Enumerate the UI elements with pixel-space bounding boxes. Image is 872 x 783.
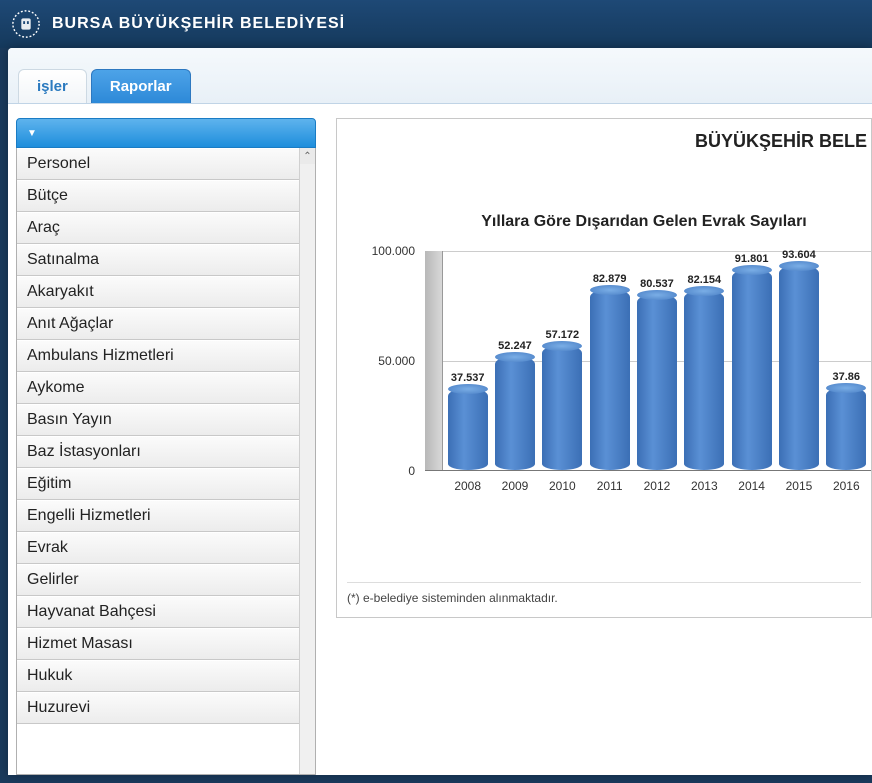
chevron-down-icon: ▼ xyxy=(27,128,37,139)
bar-wrap: 91.801 xyxy=(731,251,772,470)
tab-label: Raporlar xyxy=(110,78,172,95)
app-header: BURSA BÜYÜKŞEHİR BELEDİYESİ xyxy=(0,0,872,48)
chart-plot: 37.537 52.247 57.172 82.879 80.537 82.154 91.8… xyxy=(425,251,871,471)
bars-container: 37.537 52.247 57.172 82.879 80.537 82.154 91.8… xyxy=(443,251,871,470)
chart-bar xyxy=(779,265,819,470)
x-tick-label: 2012 xyxy=(636,475,677,499)
sidebar-item[interactable]: Akaryakıt xyxy=(17,276,299,308)
sidebar-item[interactable]: Baz İstasyonları xyxy=(17,436,299,468)
x-tick-label: 2014 xyxy=(731,475,772,499)
tabs-row: işler Raporlar xyxy=(8,48,872,104)
x-tick-label: 2010 xyxy=(542,475,583,499)
report-panel: BÜYÜKŞEHİR BELE Yıllara Göre Dışarıdan G… xyxy=(336,118,872,618)
bar-value-label: 37.537 xyxy=(451,372,485,384)
x-tick-label: 2008 xyxy=(447,475,488,499)
chart-bar xyxy=(542,345,582,470)
sidebar-item[interactable]: Aykome xyxy=(17,372,299,404)
tab-label: işler xyxy=(37,78,68,95)
tab-isler[interactable]: işler xyxy=(18,69,87,103)
chart-bar xyxy=(495,356,535,470)
sidebar: ▼ PersonelBütçeAraçSatınalmaAkaryakıtAnı… xyxy=(16,118,316,775)
x-tick-label: 2013 xyxy=(684,475,725,499)
chart-bar xyxy=(637,294,677,470)
chart-bar xyxy=(448,388,488,470)
bar-wrap: 52.247 xyxy=(494,251,535,470)
y-tick-label: 50.000 xyxy=(378,354,415,368)
header-title: BURSA BÜYÜKŞEHİR BELEDİYESİ xyxy=(52,15,345,33)
bar-value-label: 91.801 xyxy=(735,253,769,265)
sidebar-item[interactable]: Hayvanat Bahçesi xyxy=(17,596,299,628)
chart-3d-wall xyxy=(425,251,443,470)
sidebar-dropdown-header[interactable]: ▼ xyxy=(16,118,316,148)
sidebar-list-wrap: PersonelBütçeAraçSatınalmaAkaryakıtAnıt … xyxy=(16,148,316,775)
sidebar-item[interactable]: Ambulans Hizmetleri xyxy=(17,340,299,372)
tab-raporlar[interactable]: Raporlar xyxy=(91,69,191,103)
sidebar-item[interactable]: Gelirler xyxy=(17,564,299,596)
sidebar-item[interactable]: Evrak xyxy=(17,532,299,564)
bar-wrap: 82.154 xyxy=(684,251,725,470)
bar-value-label: 80.537 xyxy=(640,278,674,290)
sidebar-item[interactable]: Huzurevi xyxy=(17,692,299,724)
bar-value-label: 57.172 xyxy=(545,329,579,341)
bar-wrap: 82.879 xyxy=(589,251,630,470)
chart-bar xyxy=(590,289,630,471)
scroll-up-arrow-icon[interactable]: ⌃ xyxy=(300,148,315,164)
sidebar-scrollbar[interactable]: ⌃ xyxy=(299,148,315,774)
sidebar-item[interactable]: Araç xyxy=(17,212,299,244)
sidebar-item[interactable]: Anıt Ağaçlar xyxy=(17,308,299,340)
bar-value-label: 37.86 xyxy=(833,371,861,383)
x-axis: 20082009 201020112012 201320142015 2016 xyxy=(443,475,871,499)
content-area: işler Raporlar ▼ PersonelBütçeAraçSatına… xyxy=(8,48,872,775)
chart-bar xyxy=(826,387,866,470)
bar-value-label: 52.247 xyxy=(498,340,532,352)
x-tick-label: 2009 xyxy=(494,475,535,499)
x-tick-label: 2011 xyxy=(589,475,630,499)
sidebar-item[interactable]: Engelli Hizmetleri xyxy=(17,500,299,532)
bar-wrap: 80.537 xyxy=(636,251,677,470)
municipality-logo-icon xyxy=(10,8,42,40)
y-tick-label: 0 xyxy=(408,464,415,478)
x-tick-label: 2015 xyxy=(778,475,819,499)
sidebar-item[interactable]: Hukuk xyxy=(17,660,299,692)
bar-wrap: 57.172 xyxy=(542,251,583,470)
sidebar-item[interactable]: Eğitim xyxy=(17,468,299,500)
bar-wrap: 37.537 xyxy=(447,251,488,470)
chart-title: Yıllara Göre Dışarıdan Gelen Evrak Sayıl… xyxy=(337,213,871,231)
bar-value-label: 82.154 xyxy=(687,274,721,286)
panel-title: BÜYÜKŞEHİR BELE xyxy=(337,131,871,163)
x-tick-label: 2016 xyxy=(826,475,867,499)
bar-wrap: 37.86 xyxy=(826,251,867,470)
sidebar-item[interactable]: Hizmet Masası xyxy=(17,628,299,660)
bar-wrap: 93.604 xyxy=(778,251,819,470)
main-row: ▼ PersonelBütçeAraçSatınalmaAkaryakıtAnı… xyxy=(8,104,872,775)
bar-value-label: 82.879 xyxy=(593,273,627,285)
y-tick-label: 100.000 xyxy=(372,244,415,258)
bar-value-label: 93.604 xyxy=(782,249,816,261)
chart-footnote: (*) e-belediye sisteminden alınmaktadır. xyxy=(347,582,861,605)
chart-bar xyxy=(732,269,772,470)
sidebar-item[interactable]: Basın Yayın xyxy=(17,404,299,436)
sidebar-item[interactable]: Bütçe xyxy=(17,180,299,212)
y-axis: 050.000100.000 xyxy=(361,251,423,471)
sidebar-list: PersonelBütçeAraçSatınalmaAkaryakıtAnıt … xyxy=(17,148,299,774)
sidebar-item[interactable]: Satınalma xyxy=(17,244,299,276)
sidebar-item[interactable]: Personel xyxy=(17,148,299,180)
chart-bar xyxy=(684,290,724,470)
chart-area: 050.000100.000 37.537 52.247 57.172 82.879 8… xyxy=(361,251,871,511)
